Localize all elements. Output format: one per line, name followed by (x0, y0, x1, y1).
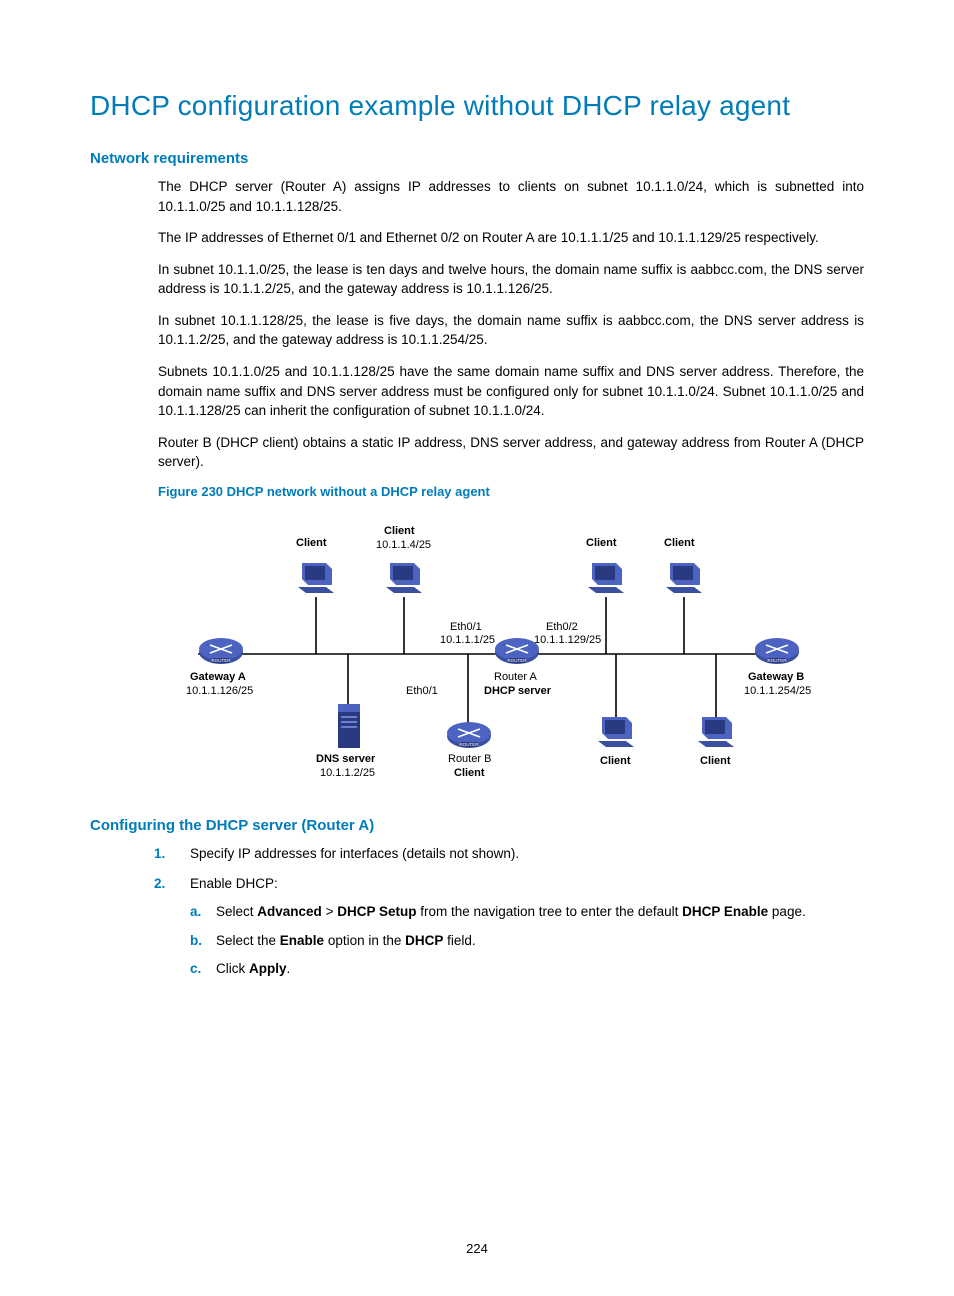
node-sublabel: 10.1.1.4/25 (376, 539, 431, 552)
text-run: page. (768, 904, 806, 919)
svg-text:ROUTER: ROUTER (212, 658, 232, 663)
section-heading-config: Configuring the DHCP server (Router A) (90, 817, 864, 834)
client-icon (586, 563, 626, 597)
text-bold: DHCP (405, 933, 443, 948)
text-bold: DHCP Enable (682, 904, 768, 919)
substep-letter: c. (190, 959, 201, 979)
svg-text:ROUTER: ROUTER (508, 658, 528, 663)
paragraph: Subnets 10.1.1.0/25 and 10.1.1.128/25 ha… (158, 362, 864, 421)
node-label: Gateway B (748, 671, 804, 684)
substep-text: Select Advanced > DHCP Setup from the na… (216, 904, 806, 919)
port-label: Eth0/1 (406, 685, 438, 698)
substep-item: c. Click Apply. (190, 959, 864, 979)
text-run: Click (216, 961, 249, 976)
text-run: > (322, 904, 337, 919)
svg-text:ROUTER: ROUTER (768, 658, 788, 663)
step-item: 1. Specify IP addresses for interfaces (… (154, 844, 864, 864)
figure-caption: Figure 230 DHCP network without a DHCP r… (158, 484, 864, 499)
client-icon (596, 717, 636, 751)
node-label: Client (600, 755, 631, 768)
node-label: Client (586, 537, 617, 550)
paragraph: In subnet 10.1.1.128/25, the lease is fi… (158, 311, 864, 350)
text-run: option in the (324, 933, 405, 948)
text-run: Select (216, 904, 257, 919)
text-run: from the navigation tree to enter the de… (416, 904, 682, 919)
substep-text: Click Apply. (216, 961, 290, 976)
port-label: Eth0/2 (546, 621, 578, 634)
network-diagram: ROUTER ROUTER ROUTER ROUTER (168, 509, 808, 799)
text-bold: Apply (249, 961, 287, 976)
step-text: Specify IP addresses for interfaces (det… (190, 846, 519, 861)
dns-server-icon (336, 704, 362, 750)
client-icon (384, 563, 424, 597)
node-label: DNS server (316, 753, 375, 766)
text-bold: DHCP Setup (337, 904, 416, 919)
step-number: 2. (154, 874, 165, 894)
node-label: Router A (494, 671, 537, 684)
step-text: Enable DHCP: (190, 876, 278, 891)
client-icon (696, 717, 736, 751)
page-title: DHCP configuration example without DHCP … (90, 90, 864, 122)
text-bold: Enable (280, 933, 324, 948)
text-bold: Advanced (257, 904, 322, 919)
router-b-icon: ROUTER (446, 721, 492, 751)
svg-text:ROUTER: ROUTER (460, 742, 480, 747)
port-sublabel: 10.1.1.129/25 (534, 634, 601, 647)
paragraph: The IP addresses of Ethernet 0/1 and Eth… (158, 228, 864, 248)
paragraph: The DHCP server (Router A) assigns IP ad… (158, 177, 864, 216)
node-sublabel: Client (454, 767, 485, 780)
gateway-a-icon: ROUTER (198, 637, 244, 667)
substep-letter: b. (190, 931, 202, 951)
gateway-b-icon: ROUTER (754, 637, 800, 667)
client-icon (664, 563, 704, 597)
node-sublabel: 10.1.1.254/25 (744, 685, 811, 698)
steps-list: 1. Specify IP addresses for interfaces (… (154, 844, 864, 979)
substep-item: a. Select Advanced > DHCP Setup from the… (190, 902, 864, 922)
substep-text: Select the Enable option in the DHCP fie… (216, 933, 476, 948)
port-sublabel: 10.1.1.1/25 (440, 634, 495, 647)
node-label: Client (700, 755, 731, 768)
substep-letter: a. (190, 902, 201, 922)
port-label: Eth0/1 (450, 621, 482, 634)
paragraph: Router B (DHCP client) obtains a static … (158, 433, 864, 472)
node-label: Gateway A (190, 671, 246, 684)
step-number: 1. (154, 844, 165, 864)
node-label: Client (296, 537, 327, 550)
node-label: Client (384, 525, 415, 538)
page-number: 224 (0, 1241, 954, 1256)
text-run: field. (443, 933, 475, 948)
requirements-body: The DHCP server (Router A) assigns IP ad… (158, 177, 864, 799)
substeps-list: a. Select Advanced > DHCP Setup from the… (190, 902, 864, 979)
node-sublabel: DHCP server (484, 685, 551, 698)
step-item: 2. Enable DHCP: a. Select Advanced > DHC… (154, 874, 864, 979)
paragraph: In subnet 10.1.1.0/25, the lease is ten … (158, 260, 864, 299)
text-run: . (287, 961, 291, 976)
node-label: Router B (448, 753, 491, 766)
page: DHCP configuration example without DHCP … (0, 0, 954, 1296)
substep-item: b. Select the Enable option in the DHCP … (190, 931, 864, 951)
node-sublabel: 10.1.1.2/25 (320, 767, 375, 780)
node-sublabel: 10.1.1.126/25 (186, 685, 253, 698)
client-icon (296, 563, 336, 597)
node-label: Client (664, 537, 695, 550)
section-heading-requirements: Network requirements (90, 150, 864, 167)
text-run: Select the (216, 933, 280, 948)
